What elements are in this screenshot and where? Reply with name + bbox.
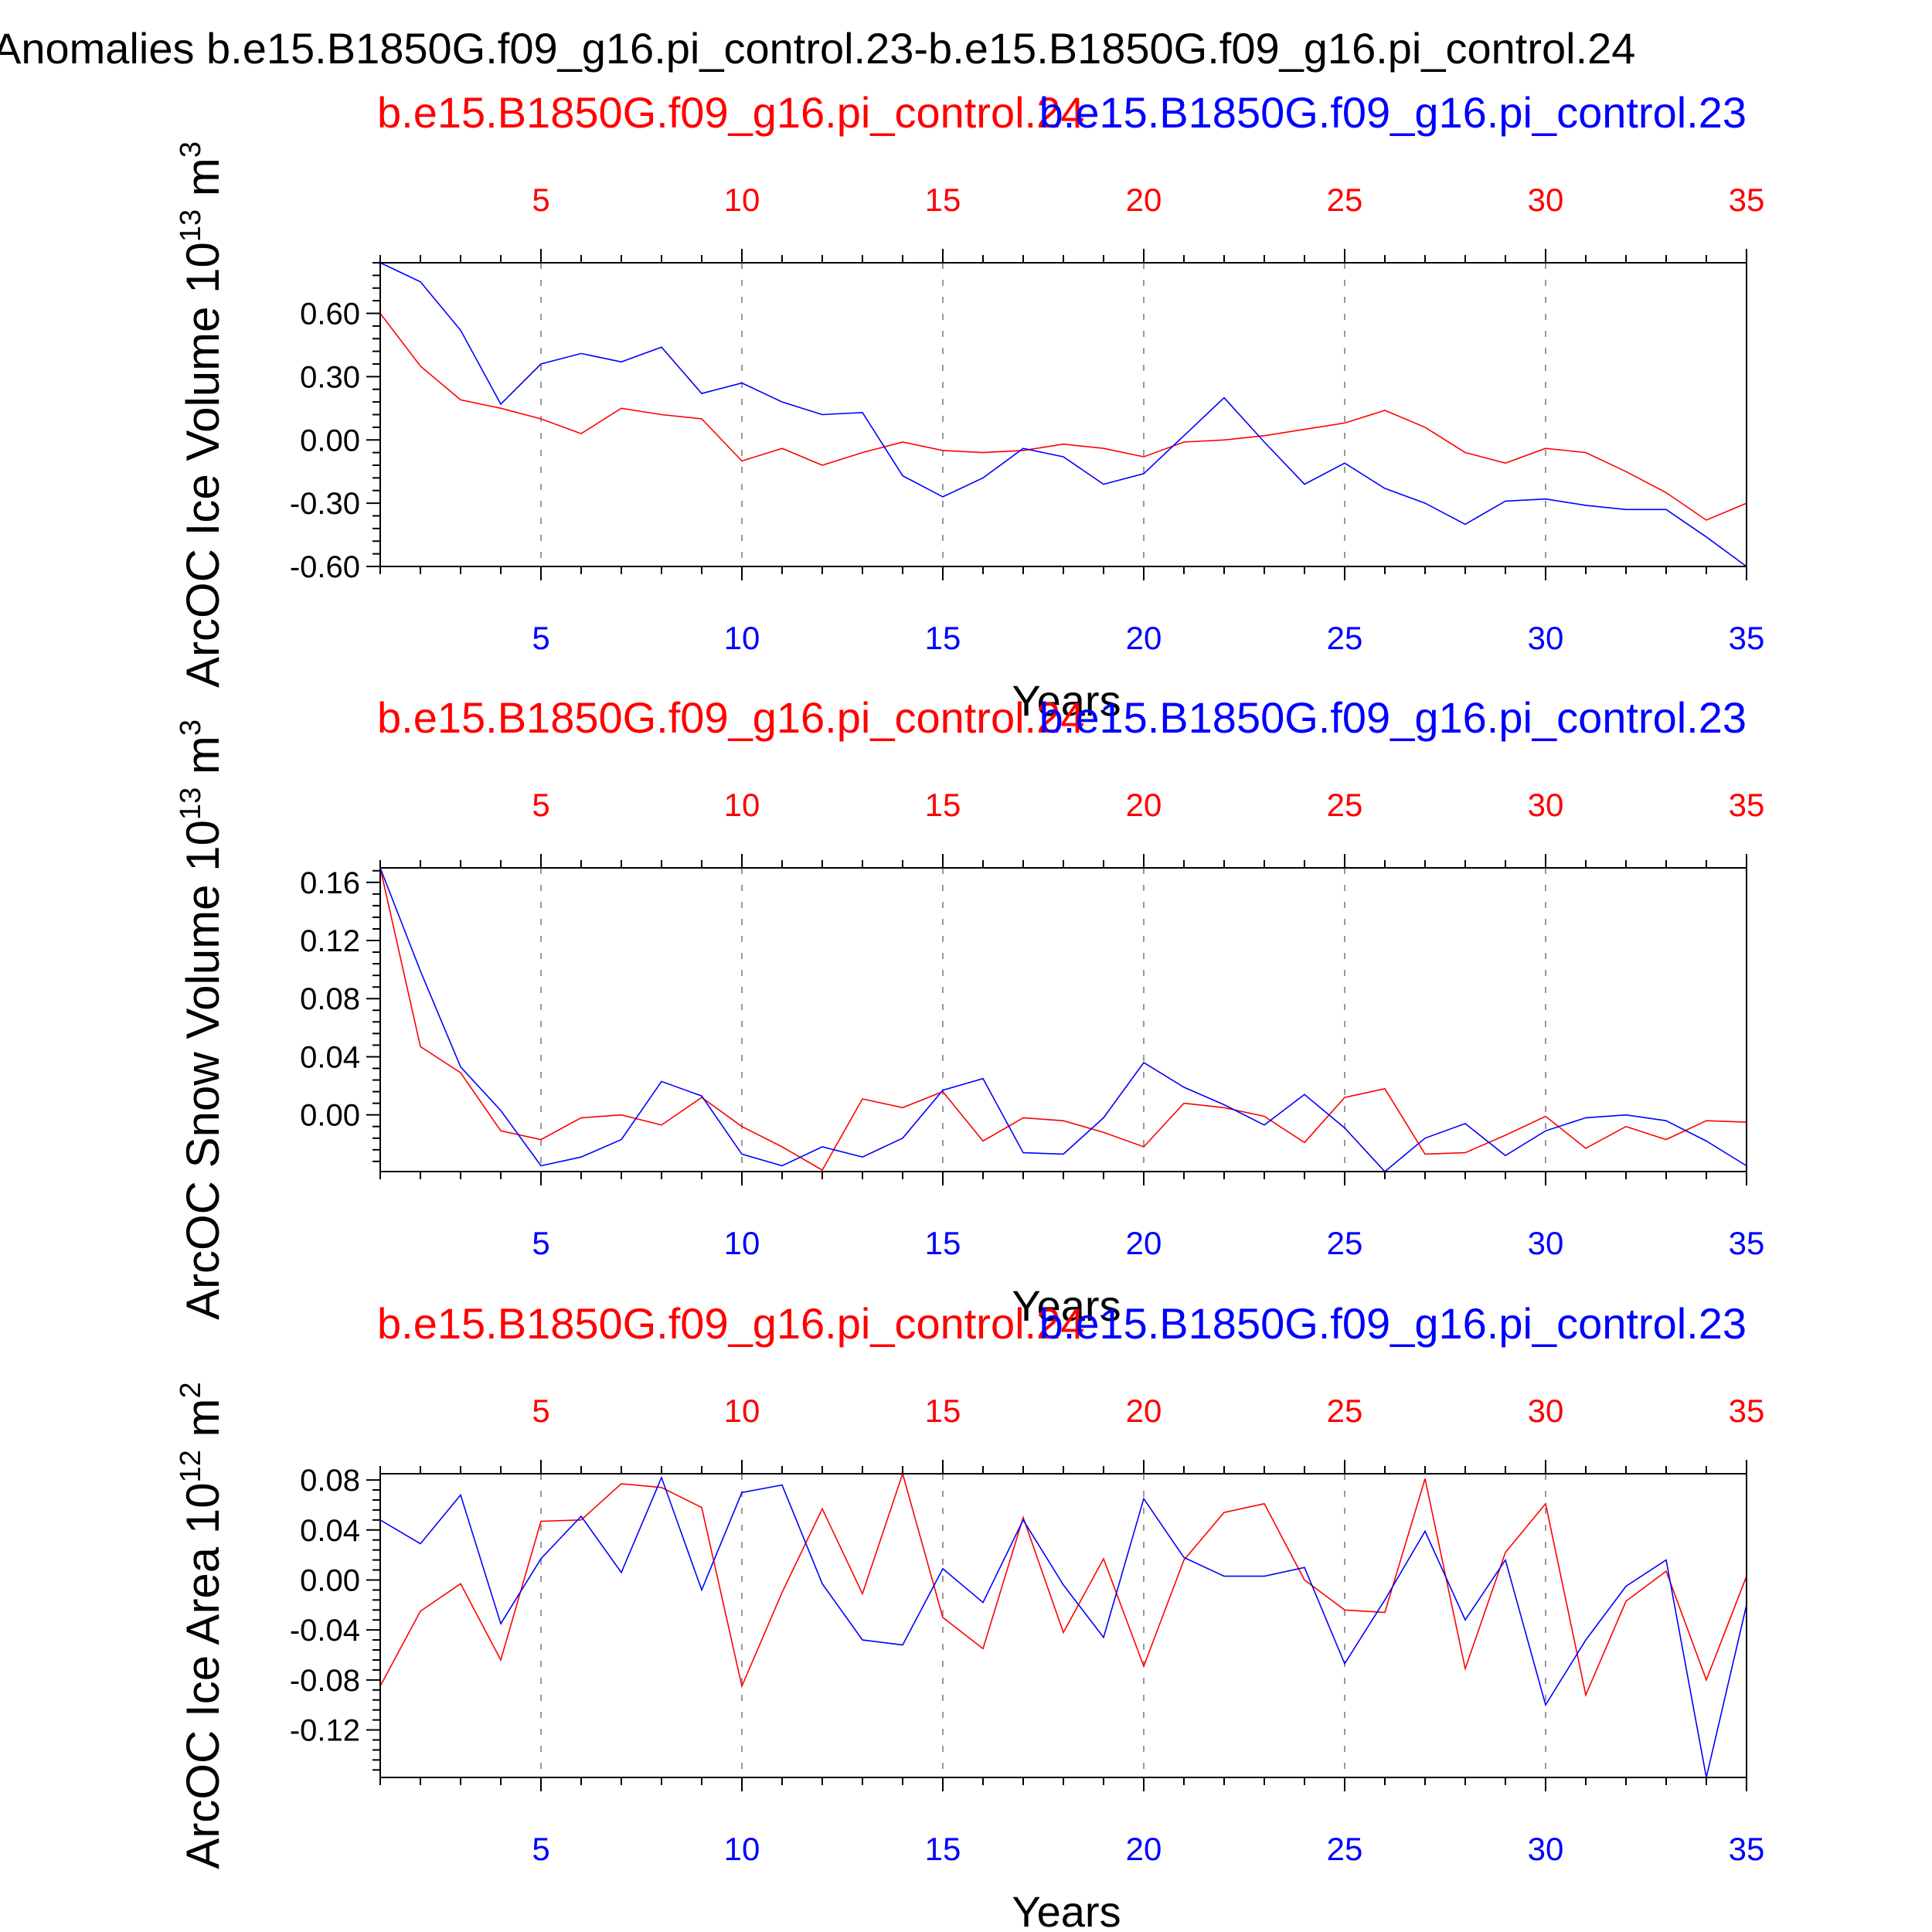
panel-1: -0.60 -0.30 0.00 0.30 0.60 5 5 10 10 15 15 20 20 25 25… (175, 88, 1764, 725)
plot-frame (379, 867, 1747, 1172)
series-line-blue (379, 262, 1747, 567)
plot-frame (379, 1473, 1747, 1778)
x-tick-label-bottom: 15 (925, 620, 961, 656)
x-tick-label-top: 35 (1729, 1393, 1765, 1429)
series-label-blue: b.e15.B1850G.f09_g16.pi_control.23 (1039, 693, 1747, 742)
x-tick-label-bottom: 10 (724, 1225, 760, 1261)
x-tick-label-bottom: 35 (1729, 620, 1765, 656)
x-axis-title: Years (1012, 676, 1121, 725)
y-tick-label: 0.12 (300, 924, 360, 958)
series-line-blue (379, 1475, 1747, 1778)
y-tick-label: -0.08 (290, 1664, 360, 1698)
x-tick-label-top: 35 (1729, 182, 1765, 218)
x-tick-label-top: 20 (1126, 787, 1162, 823)
series-line-red (379, 1471, 1747, 1697)
y-axis-title: ArcOC Ice Volume 1013 m3 (175, 141, 229, 688)
x-tick-label-top: 30 (1528, 182, 1564, 218)
x-tick-label-top: 25 (1327, 1393, 1363, 1429)
x-tick-label-bottom: 10 (724, 1831, 760, 1867)
x-tick-label-top: 15 (925, 1393, 961, 1429)
series-label-blue: b.e15.B1850G.f09_g16.pi_control.23 (1039, 1299, 1747, 1348)
x-tick-label-bottom: 15 (925, 1225, 961, 1261)
y-tick-label: 0.16 (300, 866, 360, 900)
x-tick-label-bottom: 35 (1729, 1831, 1765, 1867)
x-tick-label-top: 15 (925, 182, 961, 218)
x-tick-label-bottom: 30 (1528, 1831, 1564, 1867)
x-tick-label-bottom: 30 (1528, 620, 1564, 656)
x-tick-label-bottom: 25 (1327, 620, 1363, 656)
x-tick-label-top: 15 (925, 787, 961, 823)
y-tick-label: 0.08 (300, 1464, 360, 1498)
x-tick-label-bottom: 5 (532, 620, 549, 656)
figure-title: Anomalies b.e15.B1850G.f09_g16.pi_contro… (0, 24, 1636, 73)
y-tick-label: 0.00 (300, 1099, 360, 1133)
x-tick-label-bottom: 20 (1126, 1831, 1162, 1867)
y-tick-label: -0.12 (290, 1714, 360, 1748)
x-tick-label-bottom: 20 (1126, 620, 1162, 656)
x-tick-label-bottom: 5 (532, 1225, 549, 1261)
series-line-red (379, 313, 1747, 521)
x-axis-title: Years (1012, 1887, 1121, 1932)
y-tick-label: -0.60 (290, 550, 360, 584)
x-tick-label-top: 20 (1126, 182, 1162, 218)
x-tick-label-top: 5 (532, 787, 549, 823)
y-tick-label: 0.04 (300, 1040, 360, 1074)
x-tick-label-top: 25 (1327, 787, 1363, 823)
y-tick-label: 0.08 (300, 982, 360, 1016)
x-tick-label-bottom: 30 (1528, 1225, 1564, 1261)
x-tick-label-top: 20 (1126, 1393, 1162, 1429)
panel-2: 0.00 0.04 0.08 0.12 0.16 5 5 10 10 15 15 20 20 25 25 30… (175, 693, 1764, 1330)
x-tick-label-bottom: 20 (1126, 1225, 1162, 1261)
x-tick-label-bottom: 15 (925, 1831, 961, 1867)
x-tick-label-top: 30 (1528, 1393, 1564, 1429)
y-tick-label: 0.00 (300, 423, 360, 457)
x-tick-label-top: 25 (1327, 182, 1363, 218)
y-axis-title: ArcOC Snow Volume 1013 m3 (175, 719, 229, 1320)
y-axis-title: ArcOC Ice Area 1012 m2 (175, 1382, 229, 1869)
x-tick-label-top: 5 (532, 182, 549, 218)
y-tick-label: -0.30 (290, 487, 360, 521)
series-line-blue (379, 867, 1747, 1173)
x-tick-label-top: 10 (724, 182, 760, 218)
series-label-blue: b.e15.B1850G.f09_g16.pi_control.23 (1039, 88, 1747, 137)
x-tick-label-bottom: 25 (1327, 1225, 1363, 1261)
series-line-red (379, 867, 1747, 1172)
x-tick-label-bottom: 25 (1327, 1831, 1363, 1867)
x-tick-label-bottom: 10 (724, 620, 760, 656)
y-tick-label: 0.60 (300, 298, 360, 332)
x-tick-label-top: 10 (724, 1393, 760, 1429)
series-label-red: b.e15.B1850G.f09_g16.pi_control.24 (377, 1299, 1084, 1348)
series-label-red: b.e15.B1850G.f09_g16.pi_control.24 (377, 88, 1084, 137)
x-tick-label-top: 5 (532, 1393, 549, 1429)
plot-frame (379, 262, 1747, 567)
y-tick-label: 0.04 (300, 1514, 360, 1548)
x-axis-title: Years (1012, 1281, 1121, 1330)
x-tick-label-top: 30 (1528, 787, 1564, 823)
x-tick-label-bottom: 35 (1729, 1225, 1765, 1261)
x-tick-label-top: 10 (724, 787, 760, 823)
y-tick-label: -0.04 (290, 1614, 360, 1648)
y-tick-label: 0.00 (300, 1563, 360, 1597)
y-tick-label: 0.30 (300, 360, 360, 394)
x-tick-label-top: 35 (1729, 787, 1765, 823)
panel-3: -0.12 -0.08 -0.04 0.00 0.04 0.08 5 5 10 10 15 15 20 2… (175, 1299, 1764, 1932)
x-tick-label-bottom: 5 (532, 1831, 549, 1867)
series-label-red: b.e15.B1850G.f09_g16.pi_control.24 (377, 693, 1084, 742)
